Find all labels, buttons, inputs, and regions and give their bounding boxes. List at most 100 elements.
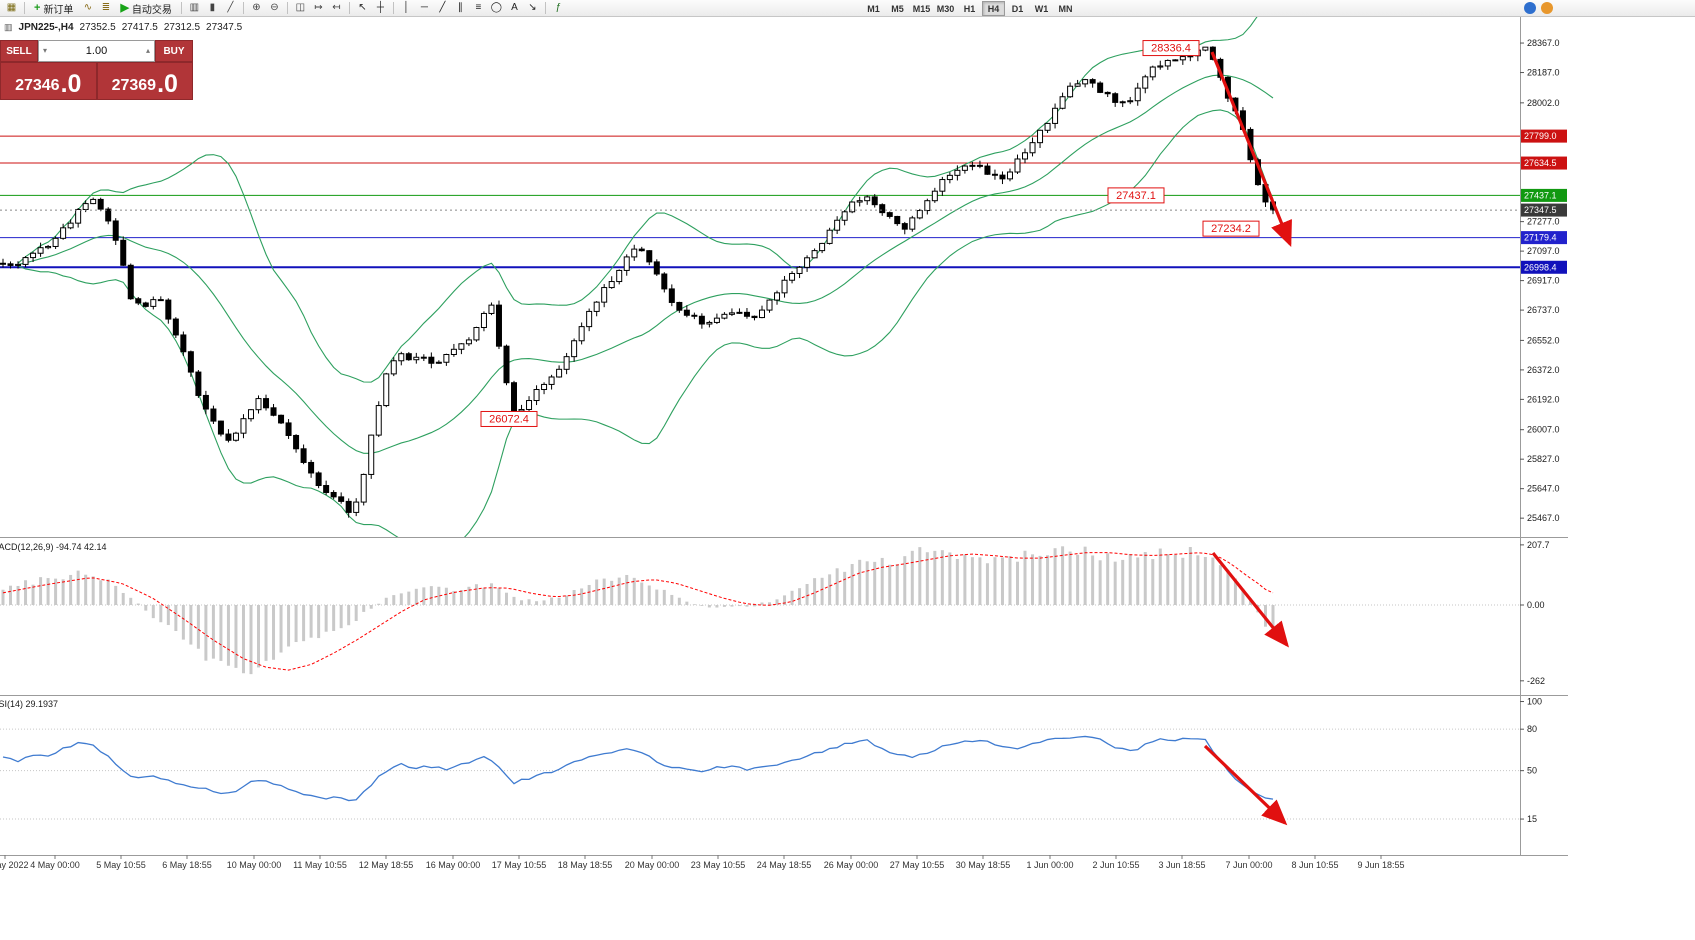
open-value: 27352.5 — [79, 22, 116, 33]
volume-decrease-button[interactable]: ▾ — [43, 46, 48, 55]
volume-stepper[interactable]: ▾ 1.00 ▴ — [38, 40, 155, 62]
tick-chart-icon[interactable]: ∿ — [83, 2, 93, 13]
one-click-trading-panel: SELL ▾ 1.00 ▴ BUY 27346 .0 27369 .0 — [0, 40, 193, 100]
fibonacci-icon[interactable]: ≡ — [475, 2, 482, 13]
price-badge: 27179.4 — [1521, 231, 1567, 245]
rsi-scale-label: 100 — [1527, 697, 1542, 707]
time-scale-label: 4 May 2022 — [0, 860, 29, 870]
macd-scale-label: -262 — [1527, 676, 1545, 686]
mql5-icon[interactable] — [1541, 2, 1553, 14]
cursor-icon[interactable]: ↖ — [358, 2, 367, 13]
time-scale-label: 4 May 00:00 — [30, 860, 80, 870]
toolbar-separator — [24, 2, 25, 14]
price-scale-label: 27097.0 — [1527, 246, 1560, 256]
price-scale-label: 25827.0 — [1527, 454, 1560, 464]
zoom-in-icon[interactable]: ⊕ — [252, 2, 261, 13]
timeframe-M15[interactable]: M15 — [910, 1, 933, 16]
price-badge: 27347.5 — [1521, 203, 1567, 217]
volume-increase-button[interactable]: ▴ — [145, 46, 150, 55]
close-value: 27347.5 — [206, 22, 243, 33]
toolbar-separator — [392, 2, 394, 14]
vertical-line-icon[interactable]: │ — [403, 2, 410, 13]
shapes-icon[interactable]: ◯ — [490, 2, 502, 13]
candlesticks — [0, 46, 1276, 518]
crosshair-icon[interactable]: ┼ — [376, 2, 384, 13]
chart-canvas[interactable]: 28336.4 27437.1 27234.2 26072.4 28367.0 28187… — [0, 17, 1568, 875]
rsi-panel — [0, 728, 1520, 820]
time-scale-label: 27 May 10:55 — [890, 860, 945, 870]
toolbar-right-icons — [1524, 2, 1553, 14]
price-trend-arrow[interactable] — [1210, 51, 1292, 247]
timeframe-M1[interactable]: M1 — [862, 1, 885, 16]
time-scale-label: 12 May 18:55 — [359, 860, 414, 870]
macd-title: MACD(12,26,9) -94.74 42.14 — [0, 542, 107, 552]
price-badge: 27634.5 — [1521, 156, 1567, 170]
timeframe-W1[interactable]: W1 — [1030, 1, 1053, 16]
sell-button[interactable]: SELL — [0, 40, 38, 62]
price-annotation[interactable]: 26072.4 — [480, 410, 538, 427]
timeframe-toolbar: M1 M5 M15 M30 H1 H4 D1 W1 MN — [862, 1, 1077, 16]
indicators-icon[interactable]: ƒ — [555, 2, 562, 13]
price-scale-label: 28187.0 — [1527, 68, 1560, 78]
time-scale-label: 9 Jun 18:55 — [1357, 860, 1404, 870]
timeframe-H1[interactable]: H1 — [958, 1, 981, 16]
price-scale-label: 25647.0 — [1527, 484, 1560, 494]
toolbar: ▦ + 新订单 ∿ ≣ ▶ 自动交易 ▥ ▮ ╱ ⊕ ⊖ ◫ ↦ ↤ ↖ ┼ │ ─ ╱ ∥ ≡ ◯ A ↘ ƒ — [0, 0, 1695, 17]
buy-button[interactable]: BUY — [155, 40, 193, 62]
text-icon[interactable]: A — [511, 2, 518, 13]
timeframe-MN[interactable]: MN — [1054, 1, 1077, 16]
tile-windows-icon[interactable]: ◫ — [295, 2, 306, 13]
bollinger-upper-band — [17, 17, 1258, 383]
price-scale-label: 27277.0 — [1527, 217, 1560, 227]
price-scale-label: 28002.0 — [1527, 98, 1560, 108]
arrow-object-icon[interactable]: ↘ — [528, 2, 537, 13]
auto-trading-button-label: 自动交易 — [131, 4, 172, 16]
price-annotation[interactable]: 28336.4 — [1142, 40, 1200, 57]
time-scale-label: 23 May 10:55 — [691, 860, 746, 870]
new-order-button[interactable]: + 新订单 — [29, 1, 78, 16]
candlestick-chart-icon[interactable]: ▮ — [209, 2, 216, 13]
price-scale-label: 26372.0 — [1527, 365, 1560, 375]
timeframe-D1[interactable]: D1 — [1006, 1, 1029, 16]
time-scale-label: 7 Jun 00:00 — [1225, 860, 1272, 870]
price-badge: 27799.0 — [1521, 129, 1567, 143]
timeframe-M30[interactable]: M30 — [934, 1, 957, 16]
horizontal-line-icon[interactable]: ─ — [420, 2, 428, 13]
timeframe-M5[interactable]: M5 — [886, 1, 909, 16]
trendline-icon[interactable]: ╱ — [439, 2, 446, 13]
price-scale-label: 26007.0 — [1527, 425, 1560, 435]
bar-chart-icon[interactable]: ▥ — [189, 2, 200, 13]
low-value: 27312.5 — [163, 22, 201, 33]
community-icon[interactable] — [1524, 2, 1536, 14]
macd-trend-arrow[interactable] — [1211, 551, 1290, 648]
sell-price-int: 27346 — [15, 77, 60, 94]
macd-panel — [0, 546, 1520, 675]
sell-price[interactable]: 27346 .0 — [0, 62, 97, 100]
new-order-button-icon: + — [34, 1, 41, 14]
toolbar-separator — [180, 2, 182, 14]
volume-value[interactable]: 1.00 — [85, 45, 108, 57]
price-scale[interactable]: 28367.0 28187.0 28002.0 27277.0 27097.0 26917… — [1520, 38, 1567, 523]
new-order-button-label: 新订单 — [43, 4, 74, 16]
timeframe-H4[interactable]: H4 — [982, 1, 1005, 16]
equidistant-channel-icon[interactable]: ∥ — [457, 2, 463, 13]
buy-price[interactable]: 27369 .0 — [96, 62, 193, 100]
bollinger-lower-band — [17, 109, 1274, 537]
auto-trading-button[interactable]: ▶ 自动交易 — [115, 1, 176, 16]
auto-scroll-icon[interactable]: ↦ — [314, 2, 323, 13]
rsi-trend-arrow[interactable] — [1203, 744, 1288, 826]
rsi-scale-label: 80 — [1527, 724, 1537, 734]
price-annotation[interactable]: 27234.2 — [1202, 220, 1260, 237]
zoom-out-icon[interactable]: ⊖ — [270, 2, 279, 13]
line-chart-icon[interactable]: ╱ — [227, 2, 234, 13]
chart-shift-icon[interactable]: ↤ — [332, 2, 341, 13]
symbol-timeframe-label: JPN225-,H4 — [18, 22, 74, 33]
new-chart-icon[interactable]: ▦ — [6, 2, 17, 13]
time-scale-label: 8 Jun 10:55 — [1291, 860, 1338, 870]
depth-of-market-icon[interactable]: ≣ — [101, 2, 111, 13]
auto-trading-button-icon: ▶ — [120, 1, 129, 14]
time-scale-label: 6 May 18:55 — [162, 860, 212, 870]
price-annotation[interactable]: 27437.1 — [1107, 187, 1165, 204]
